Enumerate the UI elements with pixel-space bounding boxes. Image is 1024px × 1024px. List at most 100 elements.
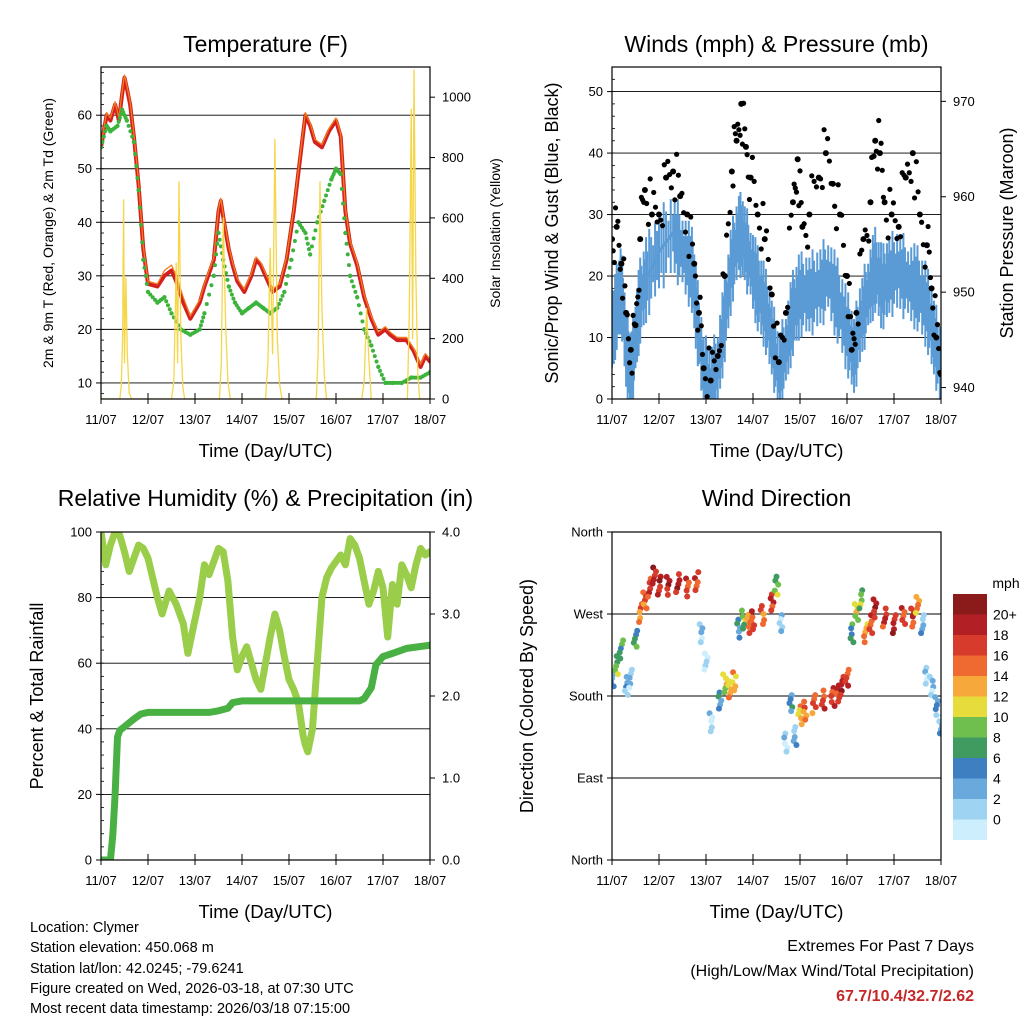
data-point [656,211,662,218]
y2-tick-label: 400 [442,271,464,286]
data-point [313,228,318,233]
data-point [207,292,212,297]
panel-4: Wind Direction North East South West North 11/… [517,485,1020,922]
x-tick-label: 11/07 [85,412,117,427]
direction-point [675,571,682,578]
x-tick-label: 11/07 [596,873,628,888]
y2-tick-label: 0.0 [442,853,460,868]
y-tick-label: 50 [78,161,92,176]
data-point [698,323,704,329]
y-tick-label: 20 [78,787,92,802]
data-point [846,280,852,287]
data-point [214,252,219,257]
data-point [832,203,838,209]
y2-tick-label: 1000 [442,90,471,105]
data-point [797,168,803,174]
x-tick-label: 16/07 [320,873,353,888]
data-point [791,181,797,187]
data-point [342,216,347,221]
x-tick-label: 18/07 [925,873,958,888]
data-point [164,299,169,304]
data-point [284,281,289,286]
colorbar-label: 2 [993,791,1001,807]
data-point [765,256,771,263]
direction-point [614,671,621,678]
data-point [828,180,834,187]
data-point [728,168,735,175]
data-point [344,241,349,246]
data-point [723,232,730,238]
data-point [134,164,139,169]
data-point [619,295,626,301]
data-point [840,242,847,248]
x-tick-label: 17/07 [367,412,400,427]
direction-point [692,587,699,594]
data-point [337,170,342,175]
data-point [388,380,393,385]
plot-area [101,69,430,399]
data-point [753,202,759,208]
data-point [709,349,716,355]
data-point [101,139,105,144]
y-tick-label: 40 [78,721,92,736]
x-tick-label: 12/07 [132,412,165,427]
data-point [906,170,912,176]
direction-point [695,569,702,576]
data-point [652,204,659,210]
data-point [686,253,692,259]
data-point [892,218,898,224]
x-tick-label: 18/07 [925,412,958,427]
data-point [782,309,789,316]
y2-tick-label: 600 [442,210,464,225]
direction-point [809,710,816,717]
direction-point [933,712,940,719]
direction-point [845,682,852,689]
data-point [354,295,360,300]
y-tick-label: 20 [78,322,92,337]
direction-point [701,666,708,673]
data-point [305,241,310,246]
chart-title: Relative Humidity (%) & Precipitation (i… [58,485,473,511]
direction-point [871,608,878,615]
extremes-values: 67.7/10.4/32.7/2.62 [836,988,974,1005]
data-point [813,184,820,190]
data-point [699,351,706,358]
data-point [928,285,935,292]
colorbar-swatch [953,696,987,717]
y-tick-label: 0 [85,853,92,868]
data-point [211,273,216,279]
data-point [913,159,919,165]
data-point [735,121,741,127]
colorbar-label: 14 [993,668,1009,684]
y-axis-label: 2m & 9m T (Red, Orange) & 2m Td (Green) [40,98,56,368]
data-point [307,252,313,257]
x-tick-label: 12/07 [643,873,676,888]
y2-tick-label: 960 [953,189,975,204]
direction-point [848,625,855,632]
data-point [618,260,625,267]
data-point [198,323,203,328]
data-point [821,127,827,133]
colorbar-label: 8 [993,730,1001,746]
station-info: Location: Clymer Station elevation: 450.… [30,918,354,1019]
y2-tick-label: 3.0 [442,607,460,622]
colorbar-label: 12 [993,689,1009,705]
data-point [659,223,666,229]
data-point [301,228,306,233]
data-point [761,236,768,243]
series-total-precipitation [101,641,430,860]
plot-area [101,532,430,860]
x-tick-label: 13/07 [179,412,212,427]
data-point [137,205,142,210]
data-point [878,140,884,146]
plot-area [612,100,941,399]
data-point [788,212,794,218]
data-point [136,187,141,193]
direction-point [889,630,896,637]
x-tick-label: 17/07 [367,873,400,888]
data-point [666,171,673,178]
data-point [282,289,287,295]
y-tick-label: South [569,689,603,704]
data-point [320,204,325,209]
data-point [851,336,857,342]
